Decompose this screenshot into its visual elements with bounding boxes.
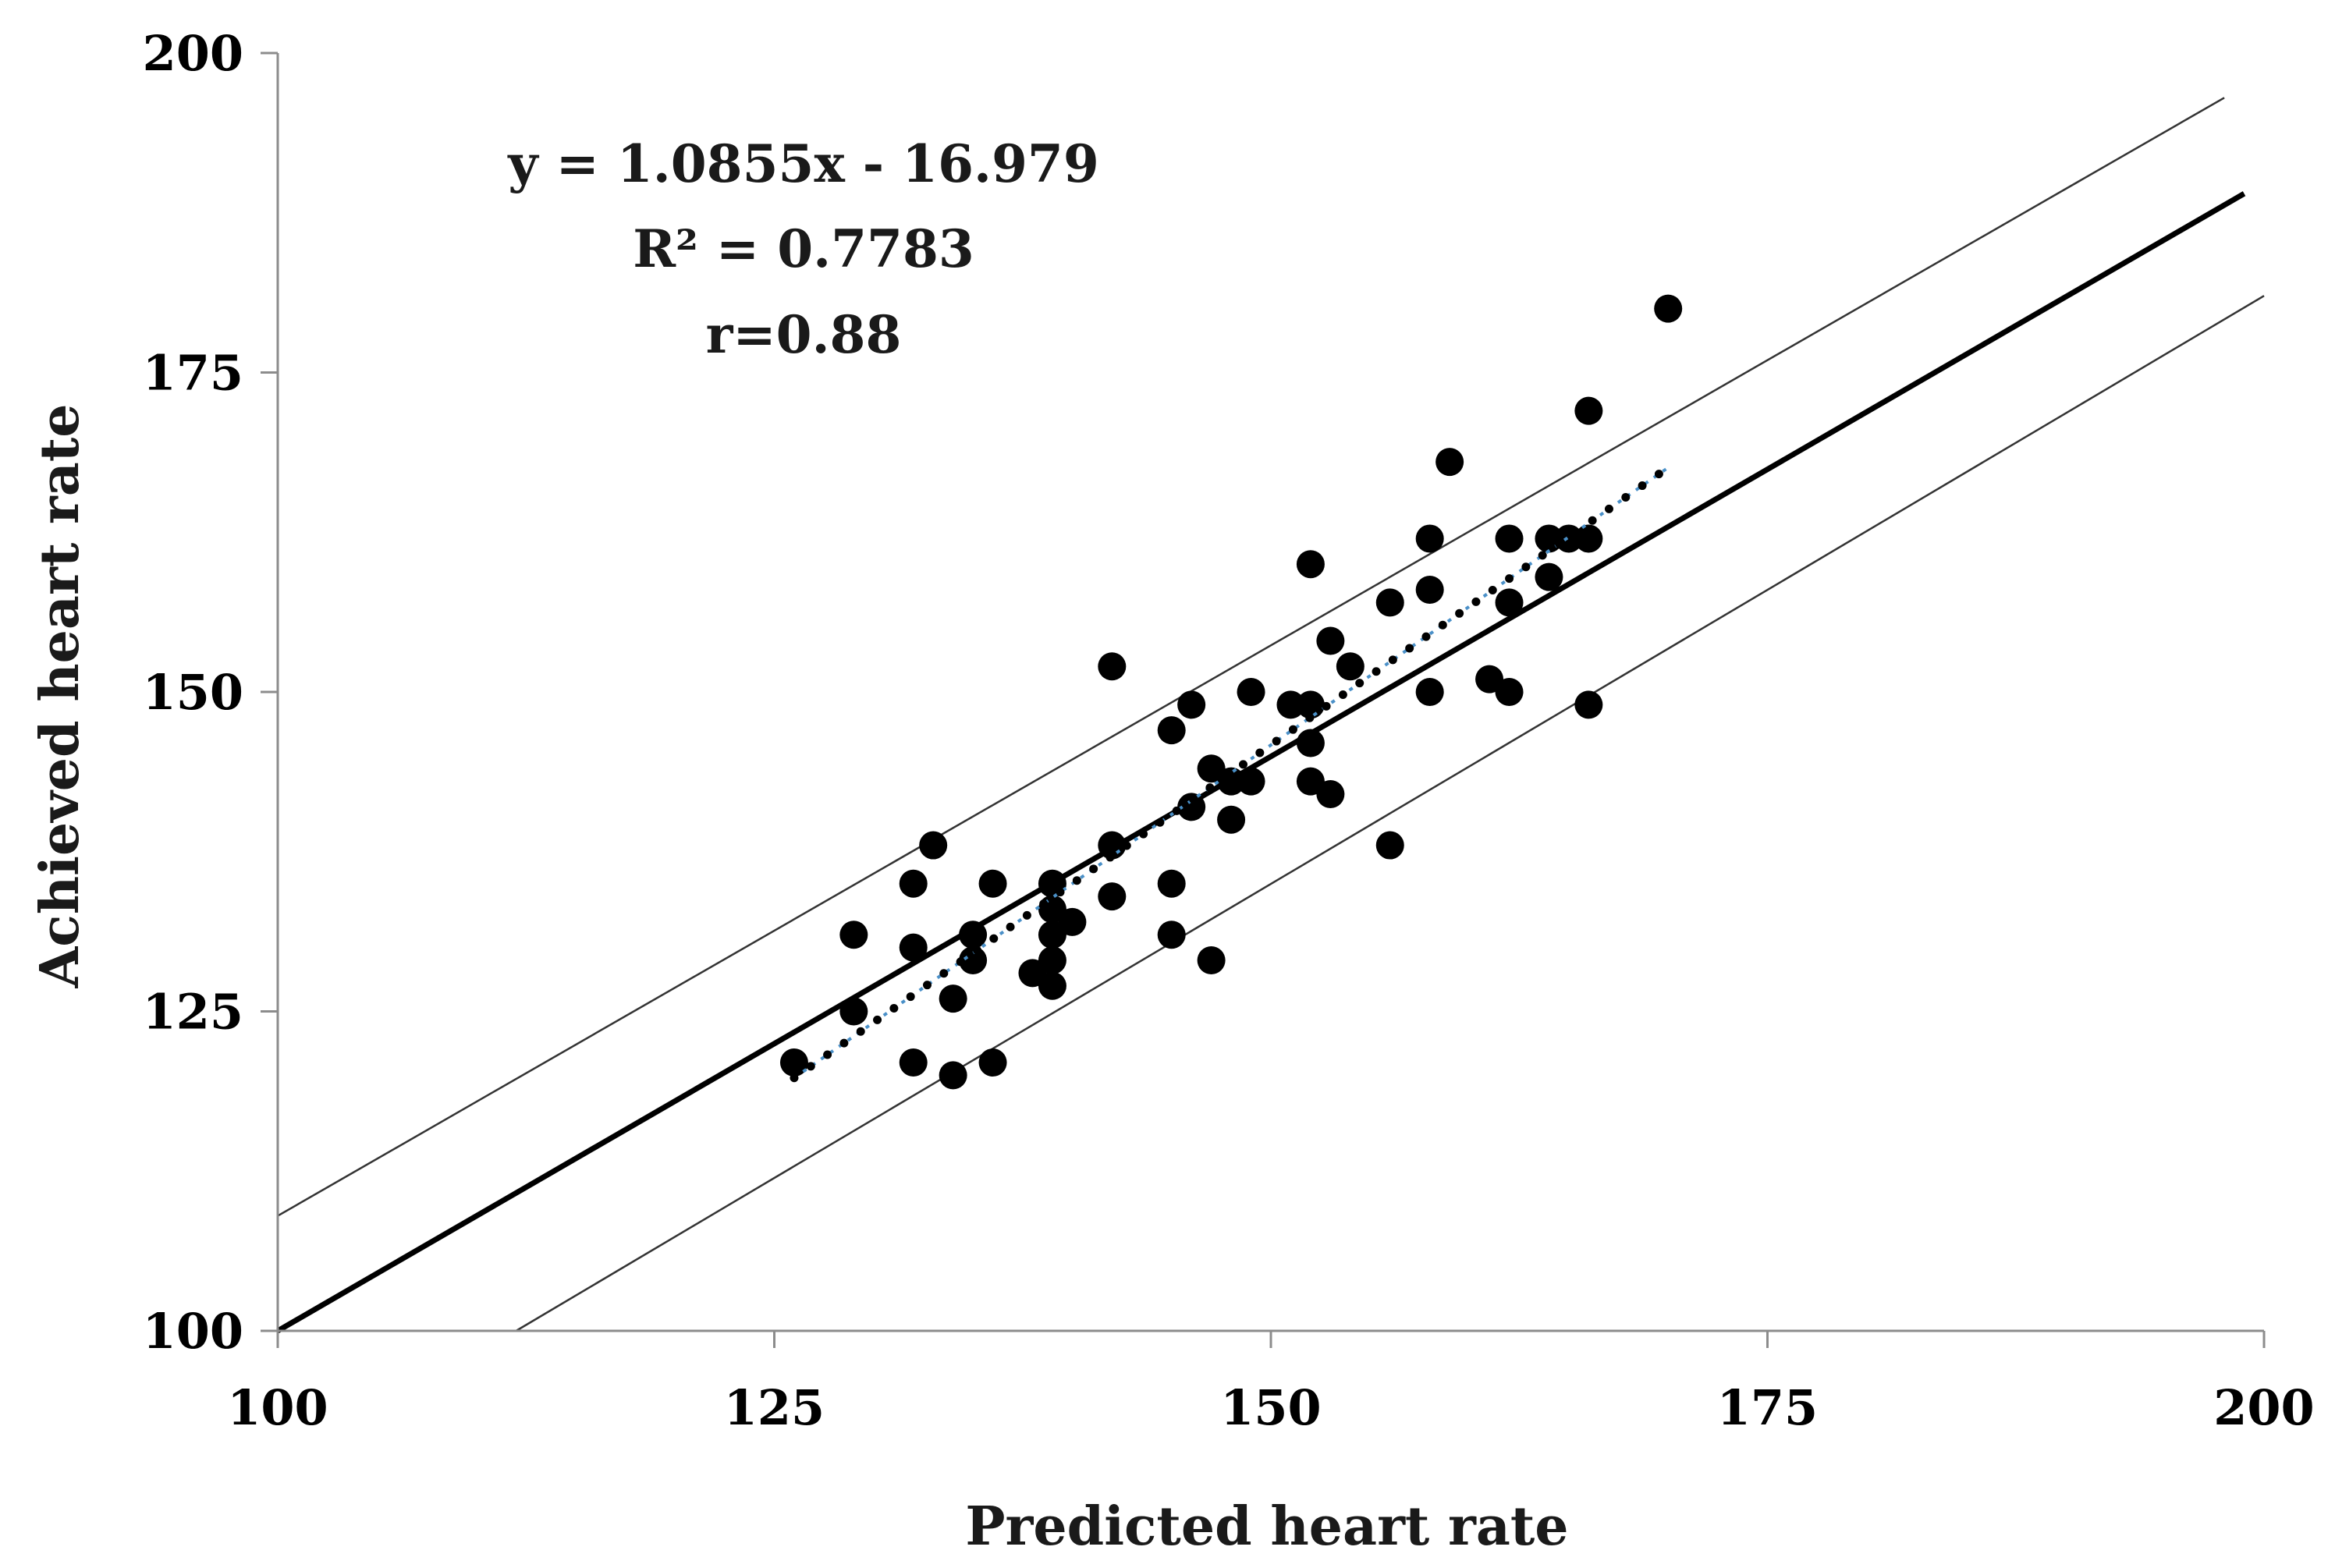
lower-limit-line: [515, 295, 2265, 1332]
data-point: [1415, 524, 1444, 553]
y-axis-title: Achieved heart rate: [29, 404, 91, 989]
data-point: [1197, 945, 1226, 974]
data-point: [1336, 652, 1365, 681]
data-point: [1237, 767, 1265, 796]
data-point: [1197, 754, 1226, 783]
data-point: [1316, 780, 1345, 809]
data-point: [1495, 524, 1524, 553]
x-tick-label: 175: [1717, 1379, 1818, 1436]
data-point: [1375, 831, 1404, 860]
data-point: [959, 921, 988, 949]
data-point: [839, 997, 868, 1026]
data-point: [779, 1048, 808, 1077]
y-tick-label: 200: [143, 25, 243, 82]
trendline: [790, 463, 1673, 1083]
data-point: [1098, 882, 1127, 911]
data-point: [919, 831, 948, 860]
limit-lines: [277, 97, 2265, 1332]
data-point: [1495, 678, 1524, 706]
data-point: [899, 869, 928, 898]
x-axis-title: Predicted heart rate: [965, 1495, 1568, 1558]
axes: 100 125 150 175 200 100 125 150 175 200: [143, 25, 2315, 1436]
data-point: [939, 984, 967, 1013]
data-point: [1415, 678, 1444, 706]
data-point: [1475, 665, 1504, 694]
y-tick-label: 150: [143, 664, 243, 721]
data-point: [1296, 690, 1325, 719]
data-point: [1157, 869, 1186, 898]
x-tick-label: 100: [227, 1379, 328, 1436]
data-point: [1038, 971, 1066, 1000]
data-point: [978, 869, 1007, 898]
r-squared-value: R² = 0.7783: [633, 218, 974, 279]
y-tick-label: 100: [143, 1303, 243, 1360]
data-point: [1574, 690, 1603, 719]
data-point: [1177, 690, 1206, 719]
y-tick-label: 125: [143, 984, 243, 1041]
data-point: [899, 1048, 928, 1077]
data-point: [1098, 652, 1127, 681]
data-point: [1495, 588, 1524, 617]
data-point: [1296, 767, 1325, 796]
data-point: [1217, 805, 1246, 834]
data-point: [839, 921, 868, 949]
data-point: [1237, 678, 1265, 706]
data-point: [1375, 588, 1404, 617]
data-point: [978, 1048, 1007, 1077]
correlation-coefficient: r=0.88: [706, 304, 902, 365]
data-point: [1574, 524, 1603, 553]
data-point: [939, 1061, 967, 1090]
data-point: [1157, 716, 1186, 745]
data-point: [1038, 945, 1066, 974]
identity-line-segment: [276, 191, 2246, 1334]
data-point: [1157, 921, 1186, 949]
data-point: [1316, 626, 1345, 655]
data-points: [779, 294, 1683, 1090]
data-point: [1435, 448, 1464, 477]
data-point: [899, 933, 928, 962]
data-point: [1574, 396, 1603, 425]
y-tick-label: 175: [143, 345, 243, 402]
identity-line: [276, 191, 2246, 1334]
data-point: [1296, 729, 1325, 757]
x-tick-label: 125: [724, 1379, 825, 1436]
trendline-dots: [790, 463, 1673, 1083]
x-tick-label: 200: [2213, 1379, 2314, 1436]
data-point: [1415, 575, 1444, 604]
data-point: [1296, 550, 1325, 579]
data-point: [1535, 562, 1563, 591]
data-point: [1058, 907, 1087, 936]
regression-equation: y = 1.0855x - 16.979: [507, 133, 1099, 194]
upper-limit-line: [277, 97, 2225, 1217]
data-point: [1654, 294, 1683, 323]
data-point: [1276, 690, 1305, 719]
data-point: [1038, 921, 1066, 949]
data-point: [1177, 793, 1206, 821]
x-tick-label: 150: [1220, 1379, 1321, 1436]
data-point: [1018, 959, 1047, 988]
